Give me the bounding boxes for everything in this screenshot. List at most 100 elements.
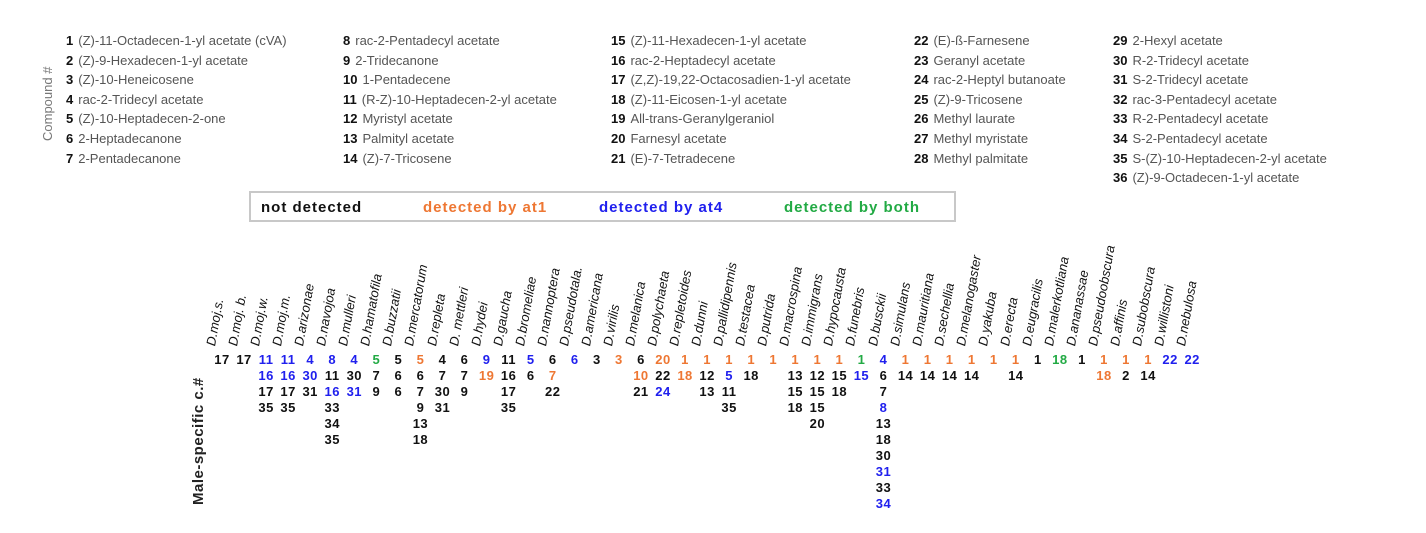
compound-name: rac-2-Pentadecyl acetate [355, 33, 500, 48]
compound-number: 24 [914, 72, 929, 88]
compound-code: 21 [633, 384, 649, 399]
compound-name: 2-Pentadecanone [78, 150, 181, 166]
compound-code: 4 [306, 352, 315, 367]
species-label: D.willistoni [1151, 283, 1177, 347]
compound-code: 14 [1140, 368, 1156, 383]
compound-name: (Z)-7-Tricosene [362, 150, 452, 166]
detection-legend: not detected detected by at1 detected by… [249, 191, 956, 222]
compound-number: 20 [611, 130, 626, 146]
compound-entry: 18 (Z)-11-Eicosen-1-yl acetate [611, 90, 851, 110]
species-label: D.hydei [467, 300, 491, 347]
compound-number: 6 [66, 130, 74, 146]
compound-code: 24 [655, 384, 671, 399]
compound-code: 35 [258, 400, 274, 415]
species-label: D.moj.w. [247, 295, 271, 347]
compound-code: 14 [1008, 368, 1024, 383]
compound-code: 16 [324, 384, 340, 399]
species-label: D.melanica [622, 280, 649, 347]
compound-code: 11 [501, 352, 517, 367]
compound-code: 6 [416, 368, 425, 383]
compound-name: (Z,Z)-19,22-Octacosadien-1-yl acetate [630, 72, 851, 88]
compound-number: 9 [343, 52, 351, 68]
compound-code: 3 [592, 352, 601, 367]
compound-code: 5 [725, 368, 734, 383]
compound-code: 1 [1144, 352, 1152, 367]
compound-name: 2-Hexyl acetate [1132, 33, 1223, 48]
compound-name: (Z)-9-Octadecen-1-yl acetate [1132, 170, 1300, 186]
compound-entry: 3 (Z)-10-Heneicosene [66, 70, 287, 90]
species-label: D.erecta [997, 296, 1021, 347]
compound-code: 30 [302, 368, 318, 383]
compound-name: Palmityl acetate [362, 130, 455, 146]
compound-code: 13 [787, 368, 804, 383]
compound-number: 26 [914, 111, 929, 127]
compound-name: Myristyl acetate [362, 111, 453, 127]
compound-code: 15 [853, 368, 870, 383]
compound-code: 30 [434, 384, 451, 399]
compound-code: 16 [258, 368, 274, 383]
compound-entry: 27 Methyl myristate [914, 129, 1066, 149]
compound-column-3: 15 (Z)-11-Hexadecen-1-yl acetate 16 rac-2-H… [611, 31, 851, 168]
compound-entry: 29 2-Hexyl acetate [1113, 31, 1327, 51]
compound-entry: 22 (E)-ß-Farnesene [914, 31, 1066, 51]
compound-number: 15 [611, 33, 626, 48]
compound-code: 7 [372, 368, 381, 383]
compound-number: 10 [343, 72, 358, 88]
compound-number: 33 [1113, 111, 1128, 127]
compound-column-5: 29 2-Hexyl acetate 30 R-2-Tridecyl acetate 3… [1113, 31, 1327, 188]
compound-code: 1 [945, 352, 954, 367]
compound-code: 7 [548, 368, 557, 383]
compound-code: 31 [875, 464, 892, 479]
compound-code: 15 [831, 368, 848, 383]
compound-code: 11 [280, 352, 296, 367]
compound-code: 22 [1184, 352, 1200, 367]
compound-axis-label: Compound # [40, 66, 55, 141]
compound-name: Methyl palmitate [933, 150, 1029, 166]
compound-code: 1 [1033, 352, 1042, 367]
compound-code: 1 [681, 352, 689, 367]
compound-code: 11 [324, 368, 340, 383]
compound-code: 13 [412, 416, 429, 431]
compound-name: S-2-Pentadecyl acetate [1132, 130, 1268, 146]
compound-number: 8 [343, 33, 351, 48]
compound-code: 10 [633, 368, 649, 383]
compound-code: 7 [460, 368, 469, 383]
compound-number: 31 [1113, 72, 1128, 88]
compound-code: 20 [809, 416, 826, 431]
compound-entry: 6 2-Heptadecanone [66, 129, 287, 149]
compound-code: 31 [302, 384, 318, 399]
compound-name: R-2-Pentadecyl acetate [1132, 111, 1269, 127]
compound-code: 1 [1122, 352, 1130, 367]
compound-code: 14 [897, 368, 914, 383]
compound-code: 1 [923, 352, 932, 367]
compound-code: 19 [478, 368, 495, 383]
compound-column-2: 8 rac-2-Pentadecyl acetate 9 2-Tridecanone 1… [343, 31, 557, 168]
compound-code: 13 [699, 384, 715, 399]
compound-name: (E)-7-Tetradecene [630, 150, 736, 166]
compound-code: 30 [346, 368, 363, 383]
compound-number: 22 [914, 33, 929, 48]
compound-code: 12 [809, 368, 826, 383]
compound-code: 30 [875, 448, 892, 463]
compound-name: 2-Tridecanone [355, 52, 439, 68]
compound-entry: 5 (Z)-10-Heptadecen-2-one [66, 109, 287, 129]
compound-name: S-(Z)-10-Heptadecen-2-yl acetate [1132, 150, 1327, 166]
compound-entry: 7 2-Pentadecanone [66, 149, 287, 169]
compound-code: 7 [438, 368, 447, 383]
compound-entry: 30 R-2-Tridecyl acetate [1113, 51, 1327, 71]
species-label: D.simulans [886, 281, 913, 347]
compound-number: 5 [66, 111, 74, 127]
compound-code: 8 [879, 400, 888, 415]
compound-name: Geranyl acetate [933, 52, 1026, 68]
compound-entry: 1 (Z)-11-Octadecen-1-yl acetate (cVA) [66, 31, 287, 51]
compound-name: (Z)-9-Tricosene [933, 91, 1023, 107]
species-label: D.virilis [600, 303, 623, 347]
compound-code: 16 [280, 368, 296, 383]
compound-name: (Z)-10-Heptadecen-2-one [78, 111, 226, 127]
compound-entry: 33 R-2-Pentadecyl acetate [1113, 109, 1327, 129]
compound-number: 25 [914, 91, 929, 107]
compound-number: 14 [343, 150, 358, 166]
compound-number: 18 [611, 91, 626, 107]
compound-number: 35 [1113, 150, 1128, 166]
compound-name: S-2-Tridecyl acetate [1132, 72, 1249, 88]
